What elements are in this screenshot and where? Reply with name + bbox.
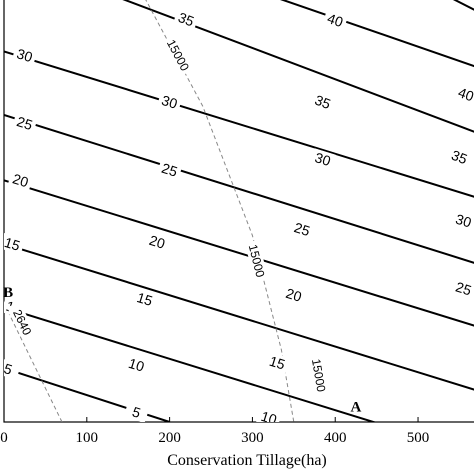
x-tick-label: 200 (158, 430, 181, 446)
contour-label-gap (450, 209, 474, 232)
contour-label-gap (4, 233, 26, 255)
dashed-contour-label-15000: 15000 (309, 358, 329, 394)
contour-line-10 (4, 306, 377, 422)
contour-label-gap (156, 158, 183, 181)
point-label-b: B (3, 285, 13, 301)
contour-line-20 (4, 179, 474, 327)
contour-label-30: 30 (160, 92, 180, 112)
dashed-contour-15000 (145, 0, 295, 422)
contour-label-5: 5 (2, 360, 15, 378)
x-tick-label: 300 (241, 430, 264, 446)
contour-label-gap (256, 406, 282, 422)
contour-line-15 (4, 242, 474, 391)
contour-line-40 (280, 0, 474, 68)
contour-label-gap (309, 90, 336, 114)
contour-label-gap (453, 83, 474, 106)
contour-label-40: 40 (456, 84, 474, 104)
dashed-label-gap (7, 301, 38, 344)
contour-label-gap (123, 401, 150, 422)
contour-label-gap (4, 357, 22, 381)
x-axis: 0 100 200 300 400 500 (0, 417, 429, 446)
contour-label-gap (446, 145, 473, 169)
contour-label-gap (289, 218, 316, 241)
dashed-contour-layer (4, 0, 295, 422)
x-axis-title: Conservation Tillage(ha) (167, 452, 327, 469)
contour-label-30: 30 (313, 149, 333, 169)
contour-label-gap (309, 148, 336, 171)
contour-layer (4, 0, 474, 422)
contour-label-25: 25 (454, 278, 474, 298)
contour-label-35: 35 (313, 92, 333, 113)
contour-label-30: 30 (15, 45, 35, 65)
contour-label-gap (7, 169, 34, 192)
contour-label-25: 25 (160, 160, 180, 180)
contour-label-40: 40 (325, 10, 345, 30)
contour-label-gap (280, 283, 307, 306)
plot-area: 5510101015151520202025252525303030303535… (2, 0, 474, 428)
contour-label-20: 20 (284, 285, 304, 305)
contour-label-gap (322, 8, 349, 32)
dashed-label-gap (244, 239, 269, 282)
x-tick-label: 0 (0, 430, 8, 446)
contour-label-layer: 5510101015151520202025252525303030303535… (2, 7, 474, 428)
contour-label-20: 20 (11, 170, 31, 190)
plot-frame (3, 0, 474, 423)
contour-label-20: 20 (147, 232, 167, 252)
contour-label-10: 10 (259, 408, 279, 428)
contour-label-35: 35 (176, 9, 196, 30)
dashed-label-gap (162, 34, 194, 77)
contour-label-gap (11, 44, 38, 67)
contour-label-gap (173, 7, 200, 31)
contour-label-gap (264, 351, 291, 374)
contour-label-gap (450, 277, 474, 300)
dashed-label-gap (308, 354, 329, 397)
contour-label-15: 15 (135, 289, 155, 309)
contour-label-gap (131, 288, 158, 310)
point-label-a: A (351, 399, 362, 415)
x-tick-label: 100 (76, 430, 99, 446)
contour-label-10: 10 (127, 355, 147, 375)
contour-label-35: 35 (449, 147, 469, 168)
contour-label-15: 15 (267, 353, 287, 373)
contour-line-30 (4, 50, 474, 198)
contour-label-gap (123, 353, 150, 376)
contour-line-25 (4, 114, 474, 264)
contour-label-15: 15 (2, 234, 22, 254)
contour-line-45 (452, 0, 474, 11)
point-annotation-layer: AB (3, 285, 361, 415)
x-tick-label: 500 (407, 430, 430, 446)
contour-label-gap (144, 230, 171, 253)
x-tick-label: 400 (324, 430, 347, 446)
contour-label-25: 25 (15, 113, 35, 133)
contour-label-gap (11, 112, 38, 135)
contour-label-25: 25 (292, 219, 312, 239)
contour-label-gap (156, 90, 183, 113)
contour-label-30: 30 (454, 211, 474, 231)
